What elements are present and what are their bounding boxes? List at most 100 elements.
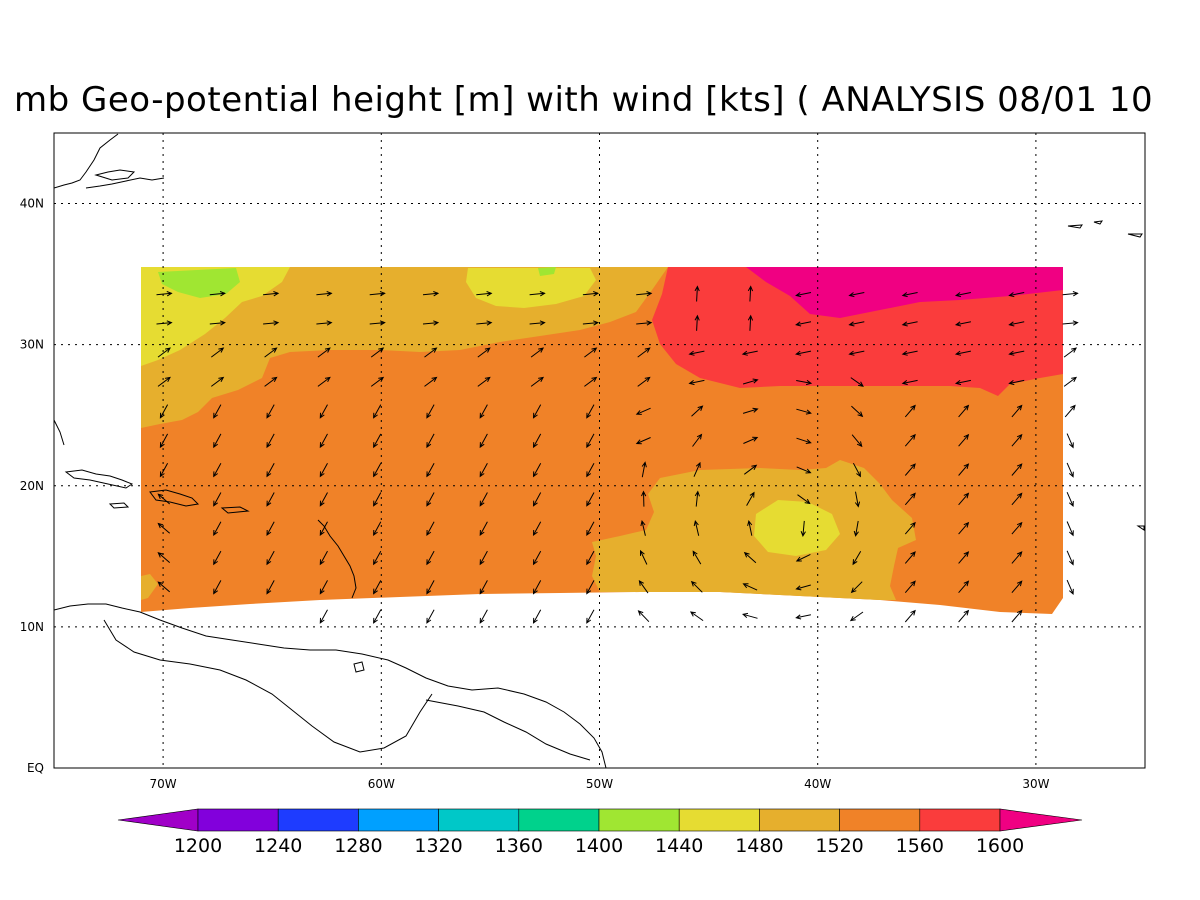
- gridlines: [54, 133, 1145, 768]
- wind-arrow: [958, 580, 970, 594]
- colorbar-level-label: 1320: [414, 835, 462, 857]
- wind-arrow: [479, 492, 488, 507]
- wind-arrow: [479, 609, 488, 624]
- colorbar-swatch: [678, 808, 760, 832]
- florida-coast: [54, 419, 65, 446]
- lat-tick-label: 10N: [20, 620, 44, 634]
- colorbar-level-label: 1240: [254, 835, 302, 857]
- wind-arrow: [370, 376, 385, 387]
- colorbar-swatch: [919, 808, 1001, 832]
- colorbar-swatch: [197, 808, 279, 832]
- south-america-coast: [54, 603, 607, 768]
- wind-arrow: [586, 462, 595, 478]
- wind-arrow: [637, 376, 651, 387]
- wind-arrow: [1063, 347, 1078, 358]
- wind-arrow: [266, 404, 275, 419]
- wind-arrow: [426, 521, 435, 537]
- wind-arrow: [264, 347, 278, 358]
- cuba: [64, 469, 134, 489]
- wind-arrow: [1066, 579, 1074, 595]
- wind-arrow: [800, 520, 806, 538]
- wind-arrow: [479, 580, 488, 595]
- wind-arrow: [209, 291, 226, 297]
- wind-arrow: [369, 320, 386, 326]
- wind-arrow: [1011, 551, 1023, 564]
- wind-arrow: [1062, 291, 1079, 297]
- wind-arrow: [954, 321, 971, 327]
- colorbar-level-label: 1280: [334, 835, 382, 857]
- wind-arrow: [586, 580, 595, 595]
- wind-arrow: [901, 379, 918, 386]
- wind-arrow: [796, 379, 813, 386]
- wind-arrow: [426, 609, 435, 624]
- wind-arrow: [850, 581, 863, 594]
- wind-arrow: [584, 376, 598, 387]
- wind-arrow: [479, 462, 488, 478]
- wind-arrow: [1063, 376, 1078, 387]
- wind-arrow: [213, 550, 222, 566]
- wind-arrow: [211, 347, 225, 358]
- wind-arrow: [1011, 463, 1023, 476]
- wind-arrow: [1011, 580, 1023, 594]
- page-title: mb Geo-potential height [m] with wind [k…: [14, 80, 1154, 120]
- lat-tick-label: 40N: [20, 197, 44, 211]
- lon-tick-label: 30W: [1022, 777, 1049, 791]
- wind-arrow: [1011, 404, 1023, 418]
- wind-arrow: [532, 404, 542, 419]
- new-england-coast: [85, 177, 165, 189]
- wind-arrow: [640, 549, 648, 565]
- colorbar-level-label: 1360: [495, 835, 543, 857]
- wind-arrow: [157, 581, 171, 593]
- wind-arrow: [904, 580, 916, 594]
- wind-arrow: [1066, 521, 1074, 537]
- wind-arrow: [156, 320, 173, 326]
- wind-arrow: [157, 552, 171, 563]
- wind-arrow: [582, 291, 600, 297]
- wind-arrow: [586, 521, 595, 537]
- wind-arrow: [369, 291, 386, 297]
- wind-arrow: [1011, 521, 1023, 535]
- wind-arrow: [904, 521, 916, 535]
- wind-arrow: [958, 492, 970, 506]
- wind-vectors: [156, 285, 1079, 624]
- patch-1440-northwest: [158, 268, 240, 298]
- wind-arrow: [532, 521, 542, 537]
- wind-arrow: [904, 404, 916, 418]
- wind-arrow: [742, 407, 759, 414]
- wind-arrow: [1008, 321, 1025, 327]
- wind-arrow: [479, 550, 488, 566]
- wind-arrow: [854, 491, 861, 508]
- wind-arrow: [694, 285, 700, 302]
- coastlines: [54, 133, 1145, 768]
- wind-arrow: [373, 580, 382, 595]
- wind-arrow: [688, 379, 705, 386]
- wind-arrow: [317, 376, 331, 387]
- wind-arrow: [156, 291, 173, 297]
- colorbar-swatch: [759, 808, 840, 832]
- south-america-interior: [103, 619, 433, 753]
- wind-arrow: [476, 291, 493, 297]
- wind-arrow: [849, 611, 864, 622]
- wind-arrow: [586, 609, 595, 624]
- wind-arrow: [529, 320, 546, 326]
- lat-tick-label: 20N: [20, 479, 44, 493]
- wind-arrow: [851, 405, 864, 418]
- colorbar-low-extension: [117, 808, 199, 832]
- wind-arrow: [159, 462, 169, 478]
- wind-arrow: [1011, 492, 1023, 506]
- wind-arrow: [584, 347, 598, 358]
- wind-arrow: [530, 347, 545, 358]
- hispaniola: [149, 489, 200, 507]
- wind-arrow: [316, 320, 333, 326]
- wind-arrow: [263, 291, 280, 297]
- wind-arrow: [741, 350, 758, 356]
- wind-arrow: [635, 437, 651, 445]
- wind-arrow: [1062, 320, 1079, 326]
- wind-arrow: [742, 378, 759, 385]
- wind-arrow: [742, 583, 758, 591]
- wind-arrow: [319, 609, 328, 624]
- map-frame: [53, 132, 1146, 769]
- band-1520-northwest: [141, 267, 668, 428]
- wind-arrow: [266, 550, 275, 566]
